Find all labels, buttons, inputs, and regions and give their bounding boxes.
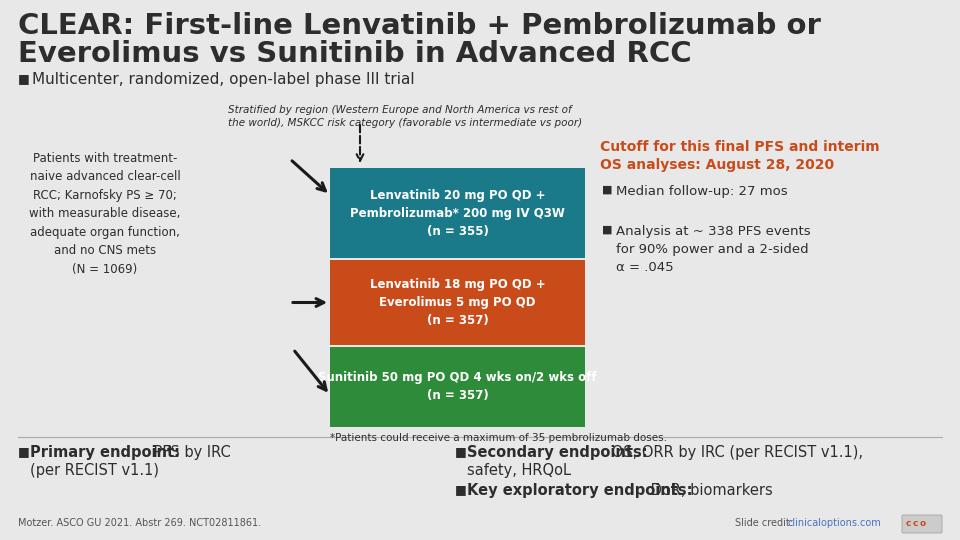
Text: CLEAR: First-line Lenvatinib + Pembrolizumab or: CLEAR: First-line Lenvatinib + Pembroliz… xyxy=(18,12,821,40)
Text: ■: ■ xyxy=(455,445,467,458)
Text: Cutoff for this final PFS and interim
OS analyses: August 28, 2020: Cutoff for this final PFS and interim OS… xyxy=(600,140,879,172)
Text: c: c xyxy=(913,519,919,529)
Text: Secondary endpoints:: Secondary endpoints: xyxy=(467,445,648,460)
Text: safety, HRQoL: safety, HRQoL xyxy=(467,463,571,478)
Text: Key exploratory endpoints:: Key exploratory endpoints: xyxy=(467,483,692,498)
Text: o: o xyxy=(920,519,926,529)
Text: PFS by IRC: PFS by IRC xyxy=(149,445,230,460)
Text: Stratified by region (Western Europe and North America vs rest of
the world), MS: Stratified by region (Western Europe and… xyxy=(228,105,582,128)
Text: clinicaloptions.com: clinicaloptions.com xyxy=(788,518,881,528)
Text: Slide credit:: Slide credit: xyxy=(735,518,796,528)
Text: Lenvatinib 18 mg PO QD +
Everolimus 5 mg PO QD
(n = 357): Lenvatinib 18 mg PO QD + Everolimus 5 mg… xyxy=(370,278,545,327)
Text: Everolimus vs Sunitinib in Advanced RCC: Everolimus vs Sunitinib in Advanced RCC xyxy=(18,40,691,68)
Text: Patients with treatment-
naive advanced clear-cell
RCC; Karnofsky PS ≥ 70;
with : Patients with treatment- naive advanced … xyxy=(30,152,180,276)
FancyBboxPatch shape xyxy=(330,168,585,258)
Text: (per RECIST v1.1): (per RECIST v1.1) xyxy=(30,463,159,478)
Text: ■: ■ xyxy=(18,445,30,458)
Text: Analysis at ~ 338 PFS events
for 90% power and a 2-sided
α = .045: Analysis at ~ 338 PFS events for 90% pow… xyxy=(616,225,810,274)
Text: ■: ■ xyxy=(602,185,612,195)
Text: c: c xyxy=(906,519,911,529)
Text: ■: ■ xyxy=(602,225,612,235)
Text: Sunitinib 50 mg PO QD 4 wks on/2 wks off
(n = 357): Sunitinib 50 mg PO QD 4 wks on/2 wks off… xyxy=(318,372,597,402)
Text: Lenvatinib 20 mg PO QD +
Pembrolizumab* 200 mg IV Q3W
(n = 355): Lenvatinib 20 mg PO QD + Pembrolizumab* … xyxy=(350,188,564,238)
FancyBboxPatch shape xyxy=(902,515,942,533)
Text: Multicenter, randomized, open-label phase III trial: Multicenter, randomized, open-label phas… xyxy=(32,72,415,87)
Text: Primary endpoint:: Primary endpoint: xyxy=(30,445,180,460)
Text: *Patients could receive a maximum of 35 pembrolizumab doses.: *Patients could receive a maximum of 35 … xyxy=(330,433,667,443)
Text: OS, ORR by IRC (per RECIST v1.1),: OS, ORR by IRC (per RECIST v1.1), xyxy=(607,445,863,460)
Text: ■: ■ xyxy=(18,72,30,85)
Text: DoR, biomarkers: DoR, biomarkers xyxy=(646,483,773,498)
FancyBboxPatch shape xyxy=(330,260,585,345)
Text: Median follow-up: 27 mos: Median follow-up: 27 mos xyxy=(616,185,787,198)
Text: ■: ■ xyxy=(455,483,467,496)
Text: Motzer. ASCO GU 2021. Abstr 269. NCT02811861.: Motzer. ASCO GU 2021. Abstr 269. NCT0281… xyxy=(18,518,261,528)
FancyBboxPatch shape xyxy=(330,347,585,427)
